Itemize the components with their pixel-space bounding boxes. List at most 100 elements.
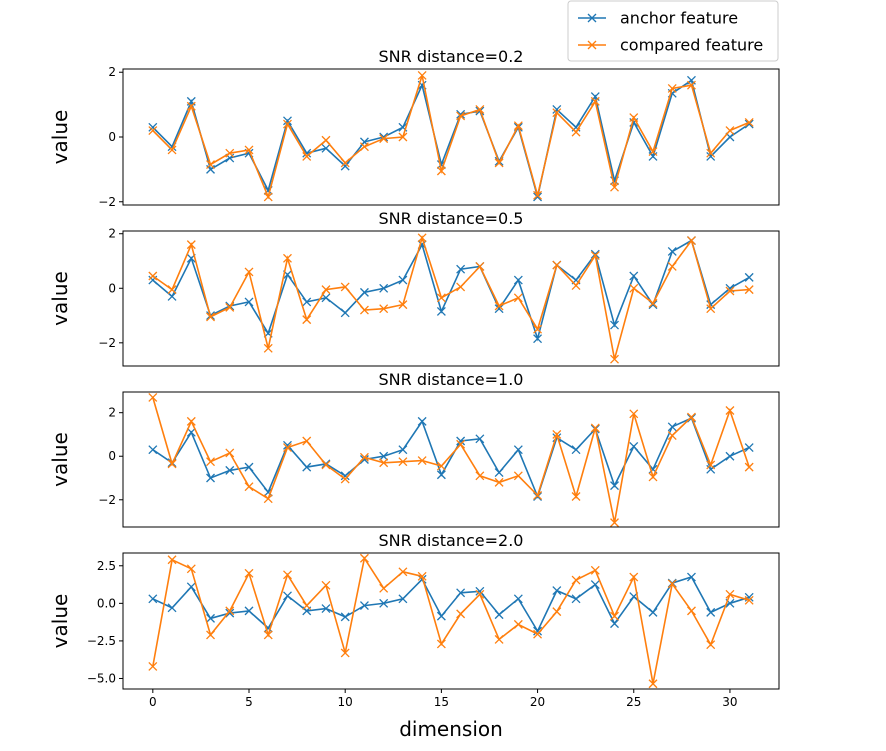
compared-feature-markers	[148, 71, 754, 202]
anchor-point	[186, 582, 196, 592]
compared-point	[456, 439, 466, 449]
anchor-point	[513, 594, 523, 604]
y-tick: 0	[108, 449, 123, 463]
subplot-1: SNR distance=0.2 value −2 0 2	[48, 47, 780, 209]
compared-point	[148, 661, 158, 671]
compared-point	[725, 286, 735, 296]
compared-point	[379, 583, 389, 593]
y-axis-label: value	[48, 271, 72, 326]
compared-point	[417, 456, 427, 466]
anchor-point	[379, 283, 389, 293]
axes-frame	[122, 68, 780, 206]
anchor-point	[244, 297, 254, 307]
compared-point	[359, 142, 369, 152]
anchor-point	[533, 626, 543, 636]
anchor-point	[167, 291, 177, 301]
y-tick-label: 0	[108, 130, 116, 144]
x-tick: 10	[338, 689, 353, 709]
y-tick-label: 2.5	[97, 559, 116, 573]
anchor-point	[398, 594, 408, 604]
anchor-point	[552, 105, 562, 114]
anchor-point	[148, 122, 158, 132]
y-axis-label: value	[48, 110, 72, 165]
subplot-title: SNR distance=0.5	[379, 209, 524, 228]
compared-point	[167, 285, 177, 295]
y-tick: 2	[108, 65, 123, 79]
anchor-point	[513, 445, 523, 455]
compared-point	[398, 567, 408, 577]
compared-point	[533, 190, 543, 200]
axes-frame	[122, 391, 780, 528]
legend-entry: compared feature	[578, 36, 763, 55]
subplot-title: SNR distance=1.0	[379, 370, 524, 389]
anchor-point	[648, 607, 658, 617]
compared-point	[552, 607, 562, 617]
compared-point	[648, 147, 658, 157]
anchor-point	[225, 465, 235, 475]
compared-point	[244, 145, 254, 155]
anchor-point	[340, 471, 350, 481]
anchor-point	[629, 441, 639, 451]
compared-point	[571, 127, 581, 137]
anchor-point	[533, 192, 543, 202]
compared-point	[456, 282, 466, 292]
anchor-point	[186, 427, 196, 437]
compared-point	[379, 458, 389, 468]
x-tick-label: 25	[626, 695, 641, 709]
x-tick-label: 10	[338, 695, 353, 709]
anchor-point	[244, 606, 254, 616]
compared-point	[687, 412, 696, 422]
anchor-point	[667, 422, 677, 432]
compared-feature-line	[152, 556, 750, 684]
x-tick: 0	[149, 689, 157, 709]
compared-point	[494, 477, 504, 487]
compared-point	[629, 283, 639, 293]
compared-point	[417, 233, 427, 243]
anchor-point	[744, 119, 754, 129]
compared-point	[225, 606, 235, 616]
y-tick-label: 2	[108, 406, 116, 420]
subplot-3: SNR distance=1.0 value −2 0 2	[48, 370, 780, 528]
x-tick: 30	[722, 689, 738, 709]
y-tick-label: −5.0	[87, 671, 116, 685]
anchor-point	[398, 275, 408, 285]
anchor-point	[494, 304, 504, 314]
anchor-point	[475, 586, 485, 596]
compared-feature-markers	[148, 553, 754, 689]
anchor-point	[148, 594, 158, 604]
y-tick-label: −2	[98, 195, 116, 209]
compared-point	[494, 634, 504, 644]
anchor-point	[610, 320, 619, 330]
compared-point	[533, 490, 543, 500]
compared-point	[148, 271, 158, 281]
anchor-point	[283, 116, 292, 126]
anchor-point	[359, 455, 369, 464]
compared-point	[648, 472, 658, 482]
compared-point	[225, 448, 235, 458]
compared-point	[302, 151, 312, 161]
y-tick-label: 0	[108, 281, 116, 295]
compared-point	[725, 589, 735, 599]
compared-point	[206, 312, 215, 322]
x-tick: 15	[434, 689, 449, 709]
compared-point	[513, 293, 523, 303]
x-tick: 20	[530, 689, 545, 709]
anchor-point	[302, 462, 312, 472]
compared-point	[186, 240, 196, 250]
anchor-point	[244, 462, 254, 472]
anchor-point	[456, 264, 466, 274]
anchor-point	[436, 470, 446, 480]
subplot-title: SNR distance=2.0	[379, 531, 524, 550]
compared-point	[571, 281, 581, 291]
anchor-feature-line	[152, 417, 750, 499]
anchor-point	[417, 416, 427, 426]
anchor-point	[340, 612, 350, 622]
y-tick-label: −2	[98, 336, 116, 350]
compared-point	[494, 158, 504, 168]
y-tick: 0	[108, 130, 123, 144]
anchor-point	[687, 572, 696, 582]
compared-point	[417, 571, 427, 581]
compared-point	[590, 565, 600, 575]
compared-point	[244, 482, 254, 492]
